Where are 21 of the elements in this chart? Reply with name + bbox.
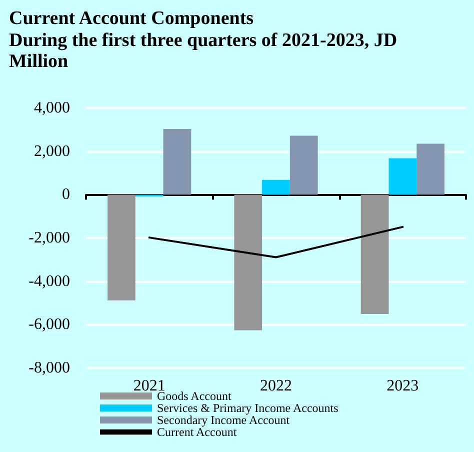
bar <box>388 158 417 195</box>
x-tick-label: 2022 <box>260 378 292 394</box>
y-tick-label: -6,000 <box>28 316 70 334</box>
legend-label: Goods Account <box>157 389 232 403</box>
y-tick-label: -2,000 <box>28 230 70 246</box>
legend-label: Services & Primary Income Accounts <box>157 401 339 415</box>
chart-title: Current Account Components <box>9 8 254 29</box>
bar <box>262 180 290 195</box>
bar <box>416 144 444 195</box>
bar <box>234 194 262 330</box>
chart-subtitle: During the first three quarters of 2021-2023, JD Million <box>9 30 402 72</box>
y-tick-label: 2,000 <box>34 142 70 160</box>
y-tick-label: -8,000 <box>28 360 70 376</box>
y-tick-label: 0 <box>62 186 70 204</box>
x-tick-label: 2023 <box>386 378 419 394</box>
y-tick-label: 4,000 <box>34 100 70 116</box>
bar <box>360 194 389 314</box>
bar <box>290 136 318 195</box>
bar <box>108 194 136 300</box>
bar <box>163 129 192 195</box>
y-tick-label: -4,000 <box>28 272 70 290</box>
